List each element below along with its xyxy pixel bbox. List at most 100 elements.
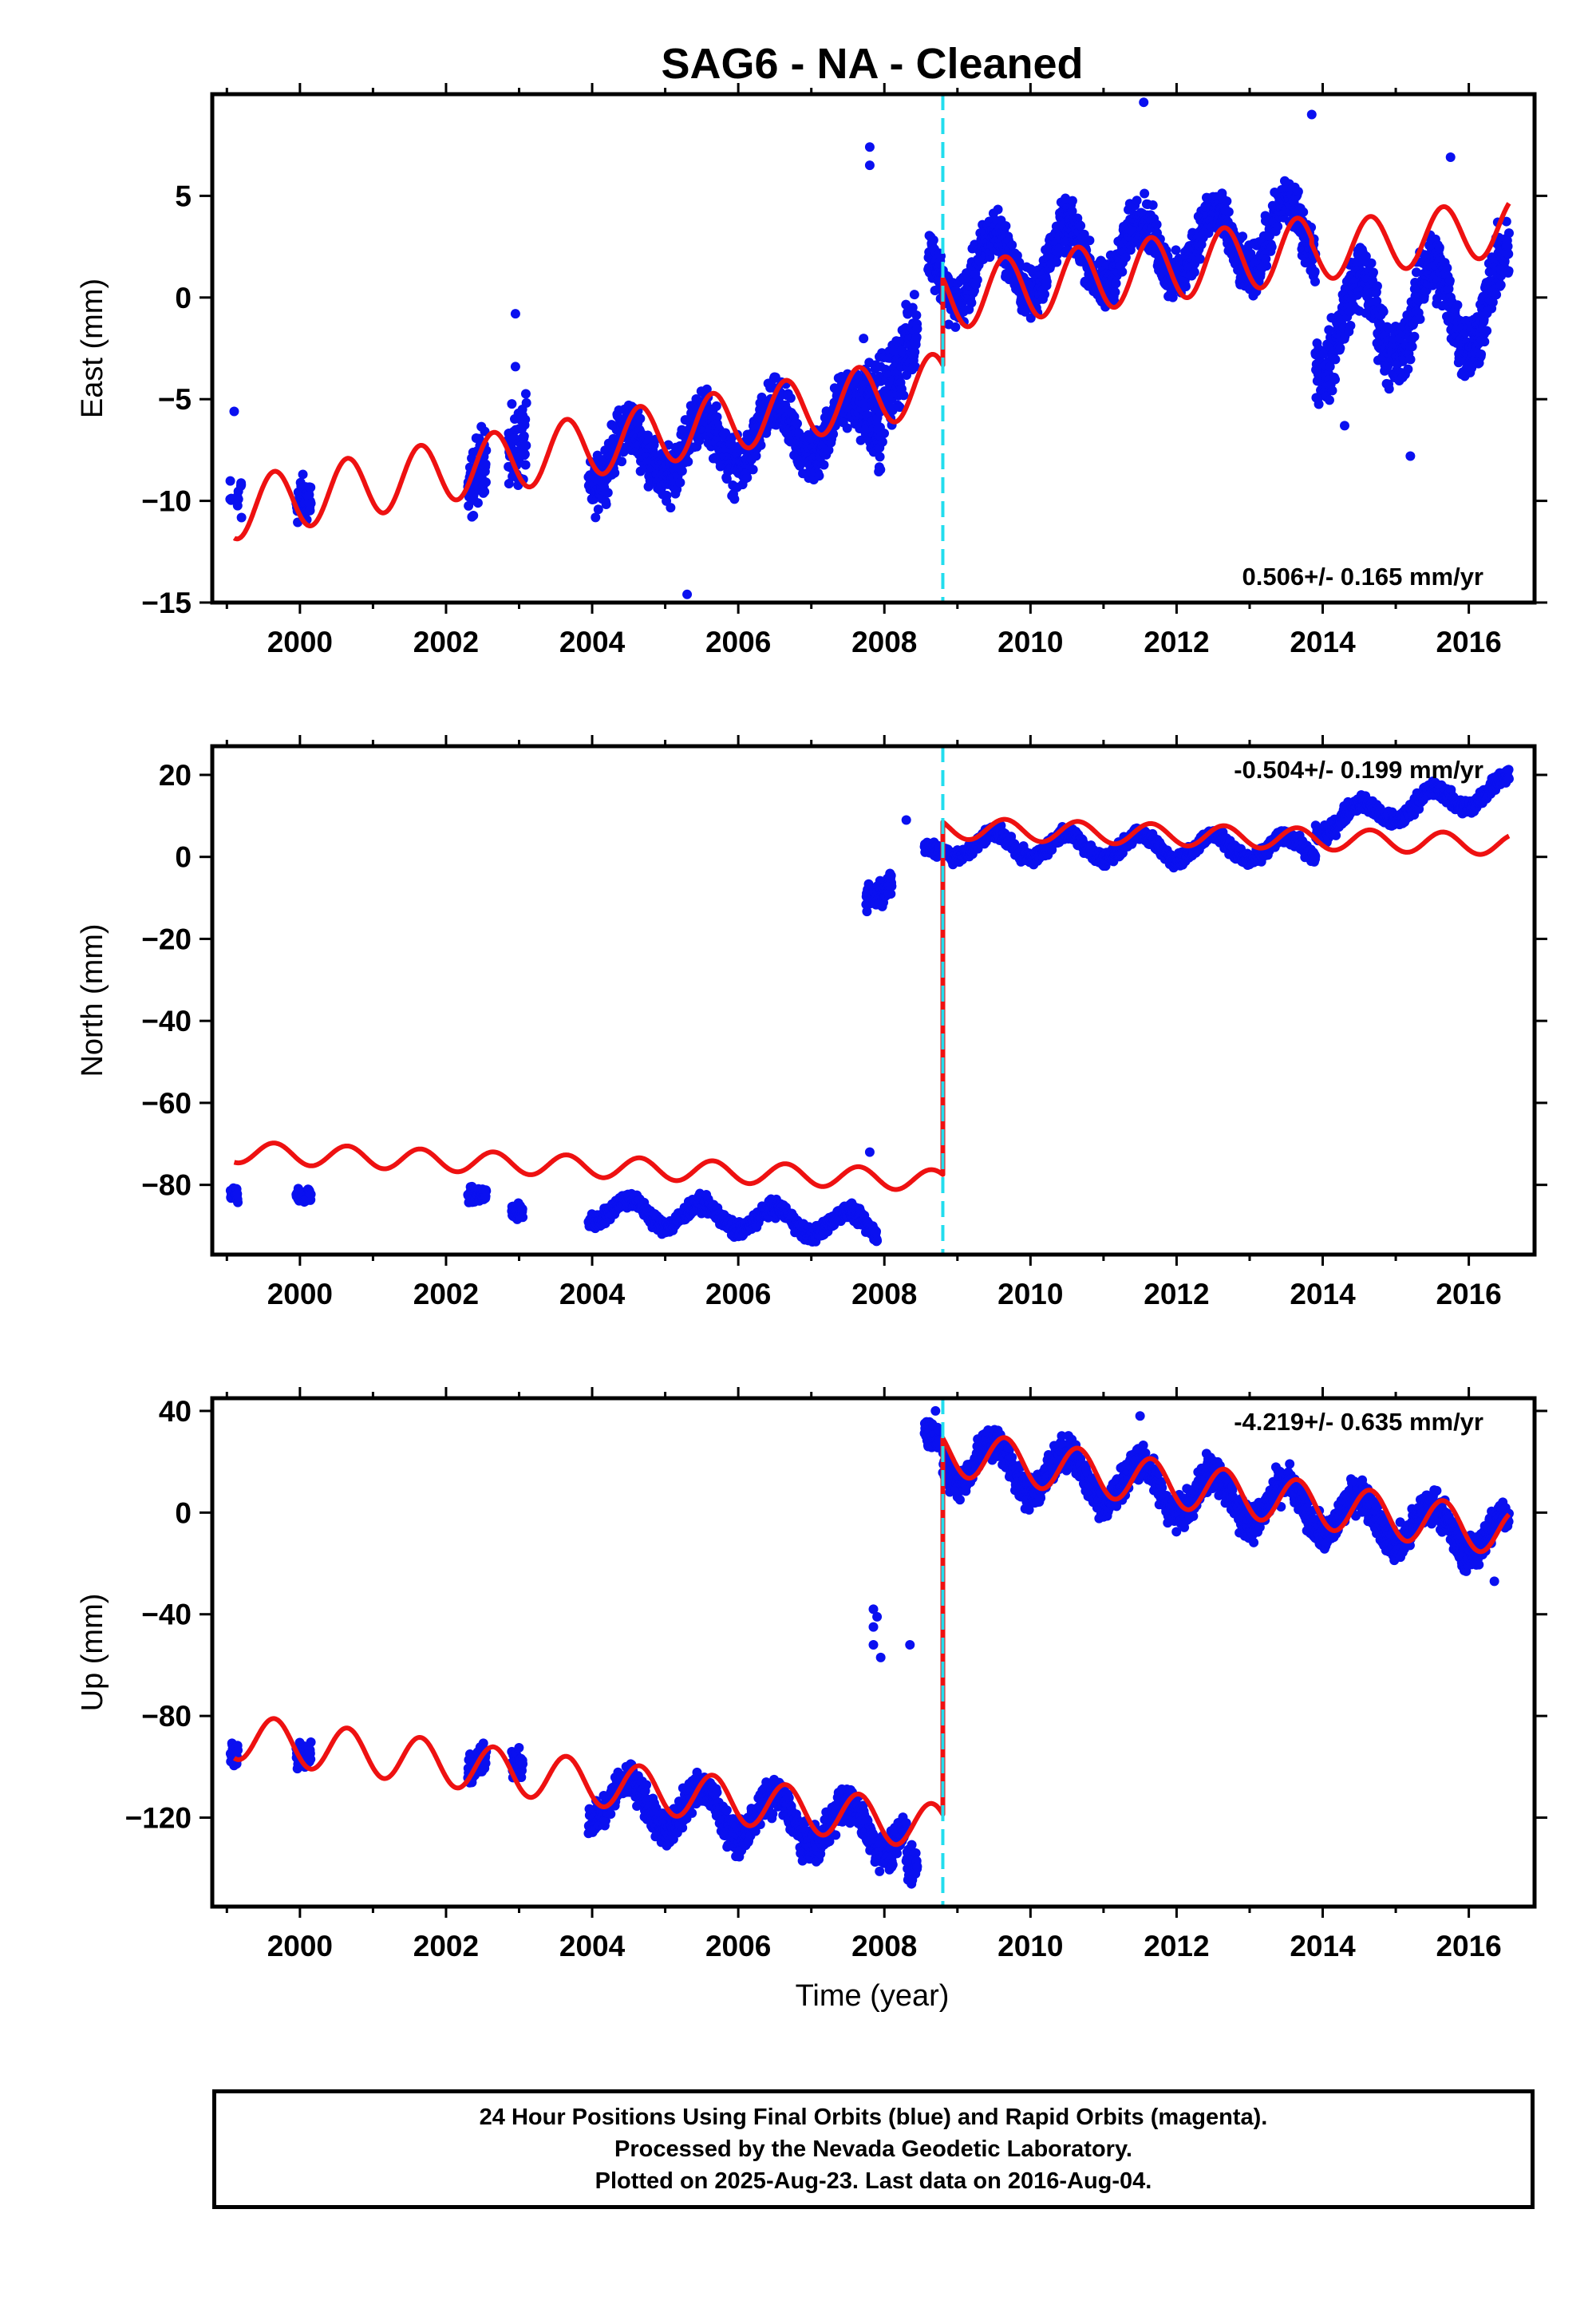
- data-point: [1261, 254, 1271, 264]
- data-point: [1222, 196, 1232, 207]
- data-point: [1180, 281, 1191, 291]
- data-point: [864, 160, 875, 171]
- data-point: [1052, 257, 1062, 267]
- data-point: [592, 450, 602, 460]
- data-point: [1139, 97, 1149, 108]
- data-point: [520, 389, 531, 399]
- x-tick-label: 2016: [1436, 626, 1501, 658]
- data-point: [504, 479, 514, 489]
- data-point: [828, 429, 839, 440]
- data-point: [721, 474, 732, 484]
- data-point: [591, 512, 601, 523]
- data-point: [1110, 287, 1120, 298]
- data-point: [860, 424, 871, 434]
- panels: 2000 2002 2004 2006 2008 2010 2012 2014 201650−5…: [76, 83, 1547, 1962]
- data-point: [972, 275, 982, 285]
- data-point: [235, 480, 246, 491]
- data-point: [521, 441, 531, 451]
- y-tick-label: −10: [141, 485, 192, 518]
- data-point: [1411, 267, 1421, 278]
- data-point: [1452, 300, 1463, 310]
- data-point: [1366, 258, 1377, 268]
- data-point: [1014, 257, 1025, 267]
- data-point: [1325, 362, 1335, 372]
- data-point: [1491, 290, 1502, 300]
- data-point: [517, 1204, 527, 1215]
- data-point: [481, 1186, 492, 1196]
- velocity-rate-label: 0.506+/- 0.165 mm/yr: [1242, 563, 1483, 591]
- data-point: [225, 476, 235, 486]
- data-point: [950, 322, 961, 332]
- y-tick-label: 0: [175, 282, 192, 314]
- data-point: [1293, 187, 1303, 197]
- data-point: [1345, 320, 1356, 330]
- data-point: [617, 456, 627, 467]
- data-point: [1262, 261, 1272, 271]
- data-point: [1482, 326, 1492, 336]
- data-point: [1120, 252, 1131, 263]
- data-point: [510, 309, 520, 319]
- data-point: [1444, 275, 1455, 286]
- data-point: [298, 469, 308, 480]
- data-point: [1310, 267, 1320, 277]
- data-point: [909, 290, 919, 300]
- data-point: [748, 464, 758, 475]
- data-point: [480, 477, 491, 488]
- data-point: [682, 589, 693, 599]
- data-point: [1109, 295, 1120, 306]
- data-point: [1238, 231, 1248, 242]
- data-point: [1434, 243, 1444, 253]
- data-point: [306, 482, 316, 492]
- data-point: [601, 499, 611, 509]
- data-point: [1403, 364, 1413, 374]
- data-point: [1405, 354, 1416, 365]
- data-point: [1195, 254, 1205, 264]
- data-point: [910, 347, 920, 358]
- data-point: [520, 460, 531, 470]
- x-tick-label: 2002: [413, 626, 479, 658]
- data-point: [1372, 281, 1382, 291]
- data-point: [1324, 395, 1334, 405]
- data-point: [1445, 152, 1456, 162]
- chart-title: SAG6 - NA - Cleaned: [661, 40, 1083, 88]
- data-point: [785, 393, 796, 403]
- data-point: [1503, 266, 1514, 276]
- data-point: [1067, 206, 1077, 216]
- model-curve: [232, 202, 1511, 542]
- data-point: [1117, 267, 1128, 277]
- y-tick-label: −5: [158, 383, 192, 416]
- data-point: [1378, 306, 1389, 317]
- data-point: [899, 390, 909, 401]
- data-point: [232, 492, 243, 502]
- x-tick-label: 2004: [559, 626, 626, 658]
- data-points: [225, 97, 1514, 599]
- x-tick-label: 2010: [998, 626, 1063, 658]
- plot-frame: [210, 92, 1537, 605]
- data-point: [1189, 267, 1199, 278]
- data-point: [683, 456, 693, 467]
- data-point: [1503, 228, 1514, 239]
- data-point: [666, 503, 676, 513]
- data-point: [877, 437, 887, 447]
- data-point: [1405, 451, 1416, 461]
- data-point: [792, 418, 802, 429]
- data-point: [966, 298, 977, 308]
- data-point: [1140, 188, 1150, 199]
- data-point: [1335, 343, 1345, 354]
- data-point: [1407, 342, 1417, 352]
- data-point: [635, 413, 646, 424]
- y-axis-title: East (mm): [76, 279, 109, 418]
- data-point: [751, 451, 761, 461]
- data-point: [1330, 374, 1341, 385]
- data-point: [480, 459, 491, 469]
- data-point: [1467, 363, 1477, 373]
- data-point: [910, 362, 920, 372]
- data-point: [1007, 239, 1017, 250]
- data-point: [712, 412, 722, 422]
- data-point: [912, 324, 922, 334]
- data-point: [1246, 248, 1256, 259]
- data-point: [480, 487, 490, 497]
- data-point: [872, 1235, 883, 1246]
- data-point: [1040, 289, 1050, 299]
- data-point: [1384, 384, 1394, 394]
